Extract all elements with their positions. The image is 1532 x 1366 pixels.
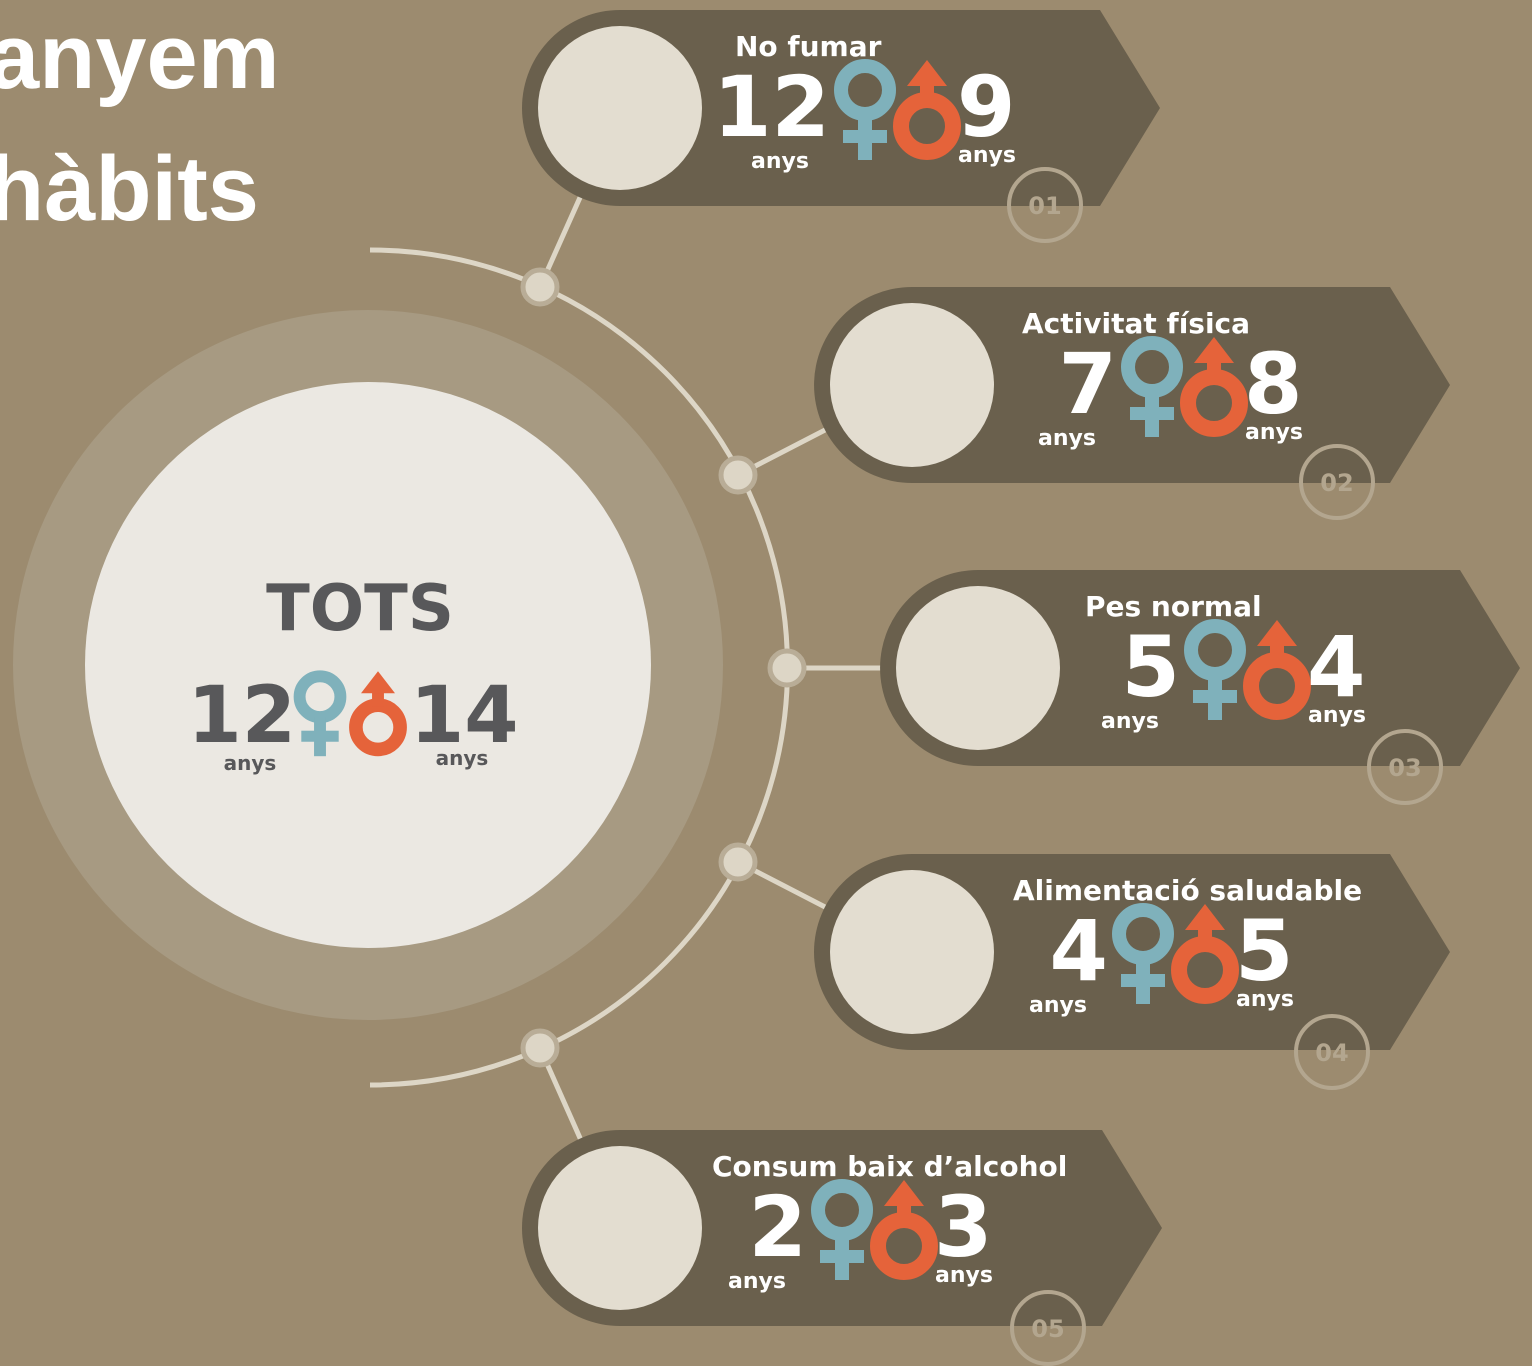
badge-number: 01 [1028,192,1061,220]
female-unit: anys [1101,709,1159,734]
female-unit: anys [728,1269,786,1294]
female-symbol [301,731,338,742]
connector-dot [523,1031,557,1065]
connector-dot [721,458,755,492]
connector-dot [770,651,804,685]
female-value: 2 [749,1178,807,1276]
female-unit: anys [751,149,809,174]
female-symbol [1193,690,1237,703]
male-value: 9 [957,58,1015,156]
item-title: Activitat física [1022,307,1250,340]
female-symbol [820,1250,864,1263]
connector-dot [523,270,557,304]
female-symbol [843,130,887,143]
female-value: 7 [1059,335,1117,433]
total-female-unit: anys [224,751,277,775]
connector-dot [721,845,755,879]
female-value: 5 [1122,618,1180,716]
badge-number: 02 [1320,469,1353,497]
badge-number: 05 [1031,1315,1064,1343]
male-unit: anys [1236,987,1294,1012]
total-female: 12 [187,671,296,761]
page: anyem hàbits TOTS12anys14anys01No fumar1… [0,0,1532,1366]
total-male-unit: anys [436,746,489,770]
female-value: 4 [1050,902,1108,1000]
icon-circle [830,870,994,1034]
infographic: anyem hàbits TOTS12anys14anys01No fumar1… [0,0,1532,1366]
male-unit: anys [1245,420,1303,445]
female-symbol [1130,407,1174,420]
center-circle [85,382,651,948]
total-label: TOTS [266,572,454,646]
male-unit: anys [1308,703,1366,728]
male-value: 4 [1307,618,1365,716]
female-value: 12 [713,58,830,156]
male-unit: anys [958,143,1016,168]
badge-number: 03 [1388,754,1421,782]
female-unit: anys [1038,426,1096,451]
icon-circle [896,586,1060,750]
male-unit: anys [935,1263,993,1288]
title-line: hàbits [0,138,259,240]
icon-circle [830,303,994,467]
female-symbol [1121,974,1165,987]
icon-circle [538,26,702,190]
icon-circle [538,1146,702,1310]
male-value: 3 [934,1178,992,1276]
badge-number: 04 [1315,1039,1348,1067]
female-unit: anys [1029,993,1087,1018]
male-value: 5 [1235,902,1293,1000]
male-value: 8 [1244,335,1302,433]
title-line: anyem [0,6,280,108]
